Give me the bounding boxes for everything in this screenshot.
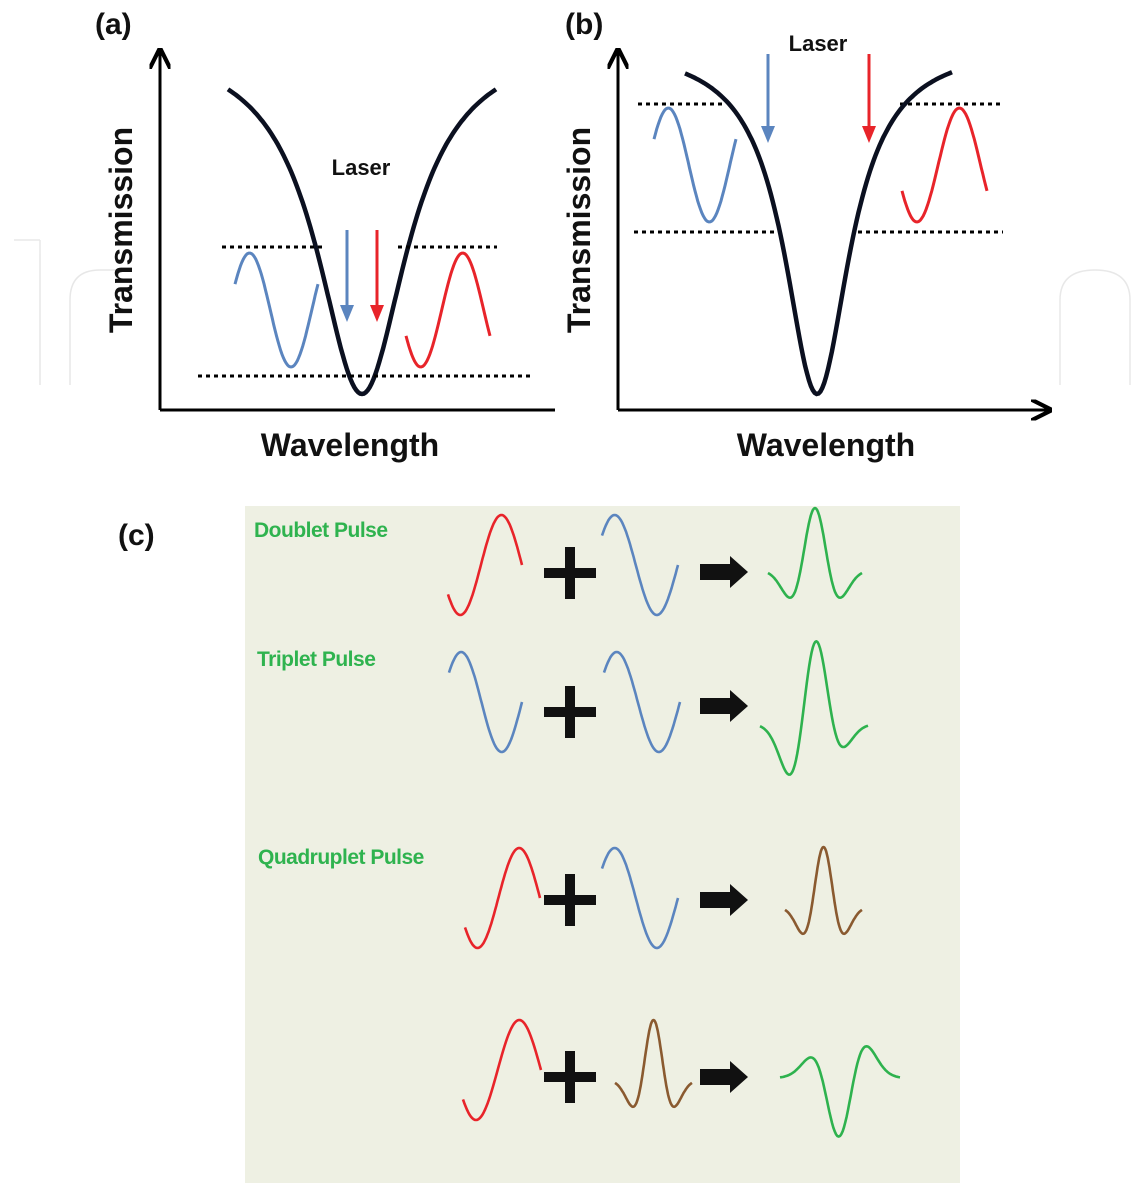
panel-a-red-arrow-head <box>370 305 384 322</box>
quadruplet-pulse-title: Quadruplet Pulse <box>258 846 424 869</box>
panel-b: (b) Transmission Wavelength Laser <box>561 8 1050 463</box>
panel-a-laser-label: Laser <box>332 155 391 180</box>
panel-b-letter: (b) <box>565 8 603 41</box>
panel-a-transmission-notch <box>226 87 498 397</box>
red-pulse-wave <box>461 1018 543 1122</box>
arrow-icon <box>700 556 748 588</box>
panel-a-blue-modulation-wave <box>233 251 320 369</box>
panel-c-background <box>245 506 960 1183</box>
panel-b-y-axis-label: Transmission <box>561 127 597 333</box>
panel-a-red-modulation-wave <box>404 251 492 369</box>
plus-sign <box>544 547 596 599</box>
watermark <box>14 239 1131 385</box>
panel-c: (c) Doublet Pulse Triplet Pulse Quadrupl… <box>118 506 960 1183</box>
panel-a: (a) Transmission Wavelength Laser <box>95 8 555 463</box>
doublet-pulse-title: Doublet Pulse <box>254 519 388 542</box>
panel-a-y-axis-label: Transmission <box>103 127 139 333</box>
pulse-waves <box>446 506 901 1138</box>
green-triplet-pulse-wave <box>759 640 869 776</box>
panel-b-red-modulation-wave <box>900 106 989 224</box>
brown-doublet-pulse-wave <box>614 1018 693 1109</box>
panel-c-letter: (c) <box>118 519 155 552</box>
plus-signs <box>544 547 596 1103</box>
panel-b-blue-arrow-head <box>761 126 775 143</box>
blue-pulse-wave <box>602 650 682 754</box>
arrow-icon <box>700 690 748 722</box>
plus-sign <box>544 1051 596 1103</box>
panel-a-x-axis-label: Wavelength <box>261 427 439 463</box>
green-doublet-pulse-wave <box>767 506 863 599</box>
panel-b-red-arrow-head <box>862 126 876 143</box>
blue-pulse-wave <box>600 846 680 950</box>
blue-pulse-wave <box>447 650 524 754</box>
panel-b-blue-modulation-wave <box>652 106 738 224</box>
blue-pulse-wave <box>600 513 680 617</box>
plus-sign <box>544 874 596 926</box>
brown-doublet-pulse-wave <box>784 845 863 936</box>
arrow-icon <box>700 1061 748 1093</box>
green-quadruplet-pulse-wave <box>779 1045 901 1138</box>
panel-b-transmission-notch <box>684 70 953 397</box>
panel-a-blue-arrow-head <box>340 305 354 322</box>
panel-b-laser-label: Laser <box>789 31 848 56</box>
triplet-pulse-title: Triplet Pulse <box>257 648 375 671</box>
result-arrows <box>700 556 748 1093</box>
panel-b-x-axis-label: Wavelength <box>737 427 915 463</box>
arrow-icon <box>700 884 748 916</box>
plus-sign <box>544 686 596 738</box>
red-pulse-wave <box>446 513 524 617</box>
panel-a-letter: (a) <box>95 8 132 41</box>
red-pulse-wave <box>463 846 542 950</box>
